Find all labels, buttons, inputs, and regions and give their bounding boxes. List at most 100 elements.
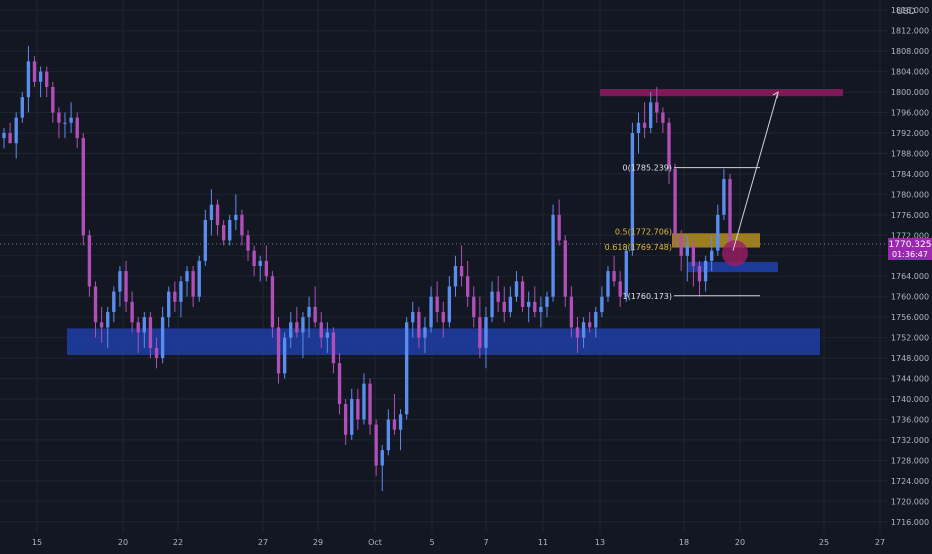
candle-body [429,296,433,328]
candle-body [624,250,628,297]
x-tick-label: Oct [368,538,382,547]
candle-body [301,317,305,333]
candle-body [453,266,458,287]
candle-body [2,133,6,139]
candle-body [581,322,586,338]
y-tick-label: 1764.000 [891,272,929,281]
x-tick-label: 22 [173,538,183,547]
x-tick-label: 25 [819,538,829,547]
candle-body [710,250,714,261]
candle-body [630,133,635,251]
candle-body [398,414,403,430]
candle-countdown-label: 01:36:47 [892,250,928,259]
x-tick-label: 20 [118,538,128,547]
candle-body [57,112,61,123]
candle-body [45,71,49,87]
y-tick-label: 1772.000 [891,231,929,240]
candle-body [551,214,555,297]
candle-body [679,235,683,256]
candle-body [20,97,24,118]
fib-level-label: 0.5(1772.706) [615,228,672,237]
candle-body [392,419,397,430]
candle-body [575,327,580,338]
candle-body [289,322,293,338]
candle-body [154,347,159,359]
candle-body [343,404,348,435]
candle-body [215,204,220,226]
candle-body [404,322,409,415]
candle-body [496,291,500,302]
candle-body [38,71,43,82]
candle-body [252,250,256,266]
candle-body [197,260,201,297]
candle-body [478,317,482,348]
candle-body [246,235,250,251]
y-tick-label: 1796.000 [891,109,929,118]
candle-body [569,296,574,328]
candle-body [99,322,104,328]
y-tick-label: 1752.000 [891,334,929,343]
candle-body [87,235,92,287]
time-axis[interactable]: 15 20 22 27 29 Oct 5 7 11 13 18 20 25 27 [32,538,885,547]
x-tick-label: 15 [32,538,42,547]
x-tick-label: 5 [429,538,434,547]
y-tick-label: 1744.000 [891,375,929,384]
price-tag-bg [888,238,932,260]
x-tick-label: 27 [258,538,268,547]
candle-body [459,266,464,277]
candle-body [649,102,653,128]
candle-body [75,117,79,139]
y-tick-label: 1816.000 [891,6,929,15]
candle-body [502,301,506,313]
candle-body [282,337,287,374]
y-tick-label: 1812.000 [891,27,929,36]
candle-body [533,301,537,313]
candle-body [191,271,195,297]
y-tick-label: 1736.000 [891,415,929,424]
y-tick-label: 1748.000 [891,354,929,363]
candle-body [258,260,262,266]
price-axis[interactable]: USD 1716.000 1720.000 1724.000 1728.000 1732… [891,6,929,527]
candle-body [63,122,67,124]
x-tick-label: 27 [875,538,885,547]
y-tick-label: 1732.000 [891,436,929,445]
candle-body [203,219,208,261]
candle-body [142,317,146,333]
candle-body [8,133,12,144]
candle-body [703,260,708,282]
candle-body [667,122,671,169]
candle-body [588,322,592,328]
candle-body [81,138,85,236]
x-tick-label: 20 [735,538,745,547]
candle-body [661,112,665,123]
y-tick-label: 1780.000 [891,190,929,199]
candle-body [472,296,476,318]
candle-body [185,271,189,282]
candle-body [167,291,171,318]
candle-body [270,276,275,328]
candle-body [32,61,37,82]
candle-body [331,332,336,364]
fib-level-label: 0.618(1769.748) [605,243,672,252]
candle-body [124,271,128,302]
fib-level-label: 1(1760.173) [622,292,672,301]
candles [2,46,732,492]
candle-body [490,291,494,318]
candle-body [484,317,488,348]
candle-body [14,117,18,144]
y-tick-label: 1740.000 [891,395,929,404]
candle-body [112,291,116,313]
candle-body [295,322,299,333]
candle-body [51,86,55,113]
drawing-overlays: 0(1785.239) 0.5(1772.706) 0.618(1769.748) 1… [605,91,779,301]
current-price-label: 1770.325 [889,240,932,250]
y-tick-label: 1776.000 [891,211,929,220]
currency-label: USD [896,7,915,17]
candle-body [508,296,513,313]
candle-body [69,117,73,123]
purple-resistance-zone [600,89,843,97]
x-tick-label: 29 [313,538,323,547]
candle-body [368,383,372,425]
